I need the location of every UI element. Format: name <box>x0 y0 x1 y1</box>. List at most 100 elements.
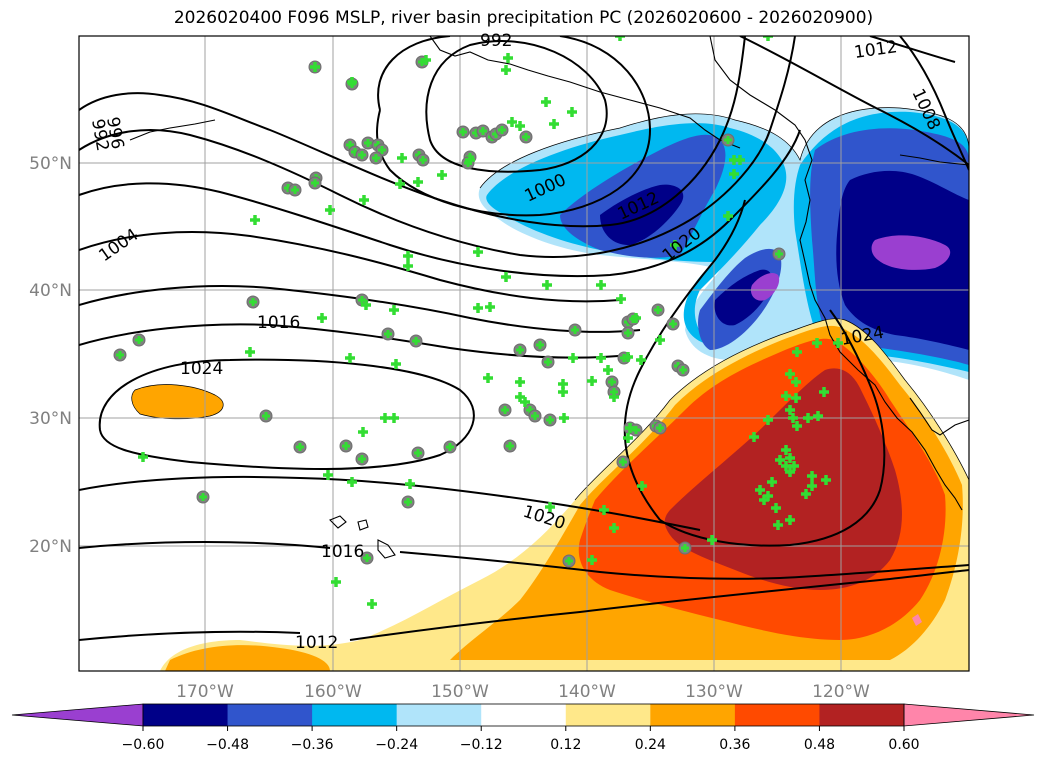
lat-label-30n: 30°N <box>29 409 72 429</box>
station-cross-marker <box>608 378 616 386</box>
station-cross-marker <box>565 557 573 565</box>
station-cross-marker <box>656 424 664 432</box>
station-cross-marker <box>763 415 773 425</box>
station-cross-marker <box>791 377 801 387</box>
station-cross-marker <box>311 179 319 187</box>
station-cross-marker <box>501 272 511 282</box>
station-cross-marker <box>833 338 843 348</box>
station-cross-marker <box>536 341 544 349</box>
colorbar-segment <box>312 704 398 726</box>
station-cross-marker <box>116 351 124 359</box>
station-cross-marker <box>775 455 785 465</box>
station-cross-marker <box>781 445 791 455</box>
station-cross-marker <box>516 346 524 354</box>
map-plot-area <box>79 36 969 671</box>
station-cross-marker <box>501 65 511 75</box>
station-cross-marker <box>807 481 817 491</box>
colorbar-segment <box>565 704 651 726</box>
station-cross-marker <box>623 433 633 443</box>
station-cross-marker <box>723 211 733 221</box>
lon-label-130w: 130°W <box>685 682 743 702</box>
station-cross-marker <box>807 471 817 481</box>
station-cross-marker <box>792 347 802 357</box>
station-cross-marker <box>296 443 304 451</box>
station-cross-marker <box>679 366 687 374</box>
station-cross-marker <box>520 397 530 407</box>
station-cross-marker <box>522 133 530 141</box>
station-cross-marker <box>616 294 626 304</box>
station-cross-marker <box>135 336 143 344</box>
station-cross-marker <box>372 154 380 162</box>
station-cross-marker <box>364 139 372 147</box>
colorbar-extend-high <box>903 703 1035 727</box>
colorbar-tick-label: 0.60 <box>888 737 919 753</box>
station-cross-marker <box>380 413 390 423</box>
lon-label-140w: 140°W <box>558 682 616 702</box>
colorbar-tick-label: 0.12 <box>550 737 581 753</box>
station-cross-marker <box>755 485 765 495</box>
station-cross-marker <box>395 179 405 189</box>
colorbar-tick-label: 0.48 <box>804 737 835 753</box>
station-cross-marker <box>465 155 475 165</box>
station-cross-marker <box>397 153 407 163</box>
station-cross-marker <box>531 412 539 420</box>
station-cross-marker <box>437 170 447 180</box>
colorbar-tick-label: −0.36 <box>291 737 334 753</box>
station-cross-marker <box>624 329 632 337</box>
station-cross-marker <box>791 393 801 403</box>
station-cross-marker <box>546 416 554 424</box>
colorbar-tick-label: −0.12 <box>460 737 503 753</box>
station-cross-marker <box>785 369 795 379</box>
colorbar-tick-label: 0.36 <box>719 737 750 753</box>
station-cross-marker <box>729 169 739 179</box>
colorbar-segment <box>650 704 736 726</box>
station-cross-marker <box>473 303 483 313</box>
colorbar-tick-label: −0.48 <box>206 737 249 753</box>
station-cross-marker <box>359 195 369 205</box>
station-cross-marker <box>249 298 257 306</box>
colorbar: −0.60 −0.48 −0.36 −0.24 −0.12 0.12 0.24 0.36 0.4… <box>11 703 1035 753</box>
station-cross-marker <box>654 306 662 314</box>
station-cross-marker <box>609 523 619 533</box>
station-cross-marker <box>567 107 577 117</box>
station-cross-marker <box>785 515 795 525</box>
station-cross-marker <box>413 177 423 187</box>
station-cross-marker <box>331 577 341 587</box>
station-cross-marker <box>812 338 822 348</box>
station-cross-marker <box>803 413 813 423</box>
station-cross-marker <box>637 481 647 491</box>
station-cross-marker <box>792 421 802 431</box>
station-cross-marker <box>506 442 514 450</box>
colorbar-tick-label: 0.24 <box>635 737 666 753</box>
colorbar-segment <box>227 704 313 726</box>
station-cross-marker <box>599 505 609 515</box>
colorbar-segment <box>481 704 567 726</box>
station-cross-marker <box>558 387 568 397</box>
station-cross-marker <box>707 535 717 545</box>
isobar-label: 1016 <box>321 542 364 562</box>
station-cross-marker <box>325 205 335 215</box>
station-cross-marker <box>545 502 555 512</box>
station-cross-marker <box>501 406 509 414</box>
station-cross-marker <box>603 365 613 375</box>
station-cross-marker <box>459 128 467 136</box>
station-cross-marker <box>619 458 627 466</box>
lon-label-160w: 160°W <box>304 682 362 702</box>
station-cross-marker <box>323 470 333 480</box>
station-cross-marker <box>609 392 619 402</box>
longitude-labels: 170°W 160°W 150°W 140°W 130°W 120°W <box>176 682 870 702</box>
station-cross-marker <box>771 503 781 513</box>
station-cross-marker <box>767 477 777 487</box>
station-cross-marker <box>632 426 640 434</box>
colorbar-tick-label: −0.24 <box>375 737 418 753</box>
station-cross-marker <box>363 554 371 562</box>
colorbar-segment <box>396 704 482 726</box>
station-cross-marker <box>788 413 798 423</box>
station-cross-marker <box>378 146 386 154</box>
station-cross-marker <box>623 352 633 362</box>
colorbar-segment <box>734 704 820 726</box>
station-cross-marker <box>587 555 597 565</box>
station-cross-marker <box>347 77 357 87</box>
station-cross-marker <box>245 347 255 357</box>
station-cross-marker <box>507 117 517 127</box>
